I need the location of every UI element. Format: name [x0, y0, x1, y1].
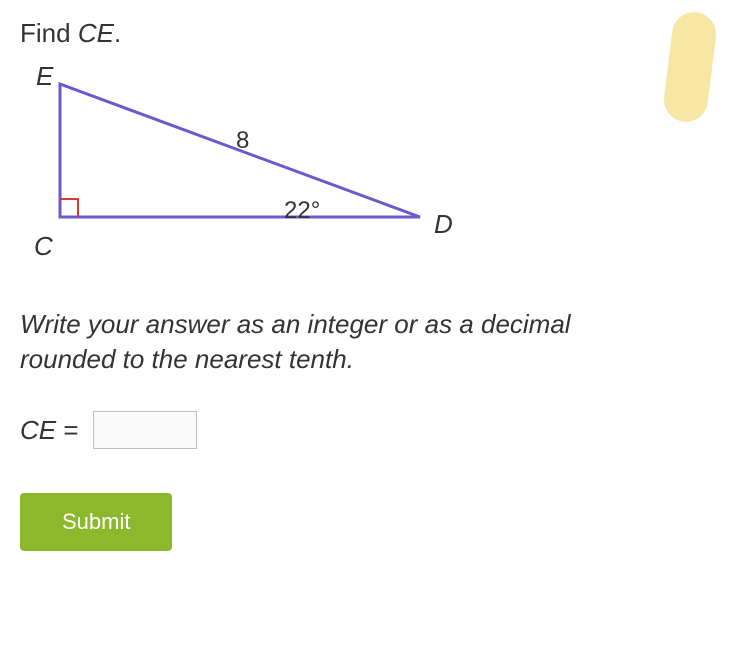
prompt-suffix: .: [114, 18, 121, 48]
vertex-label-d: D: [434, 209, 453, 240]
answer-row: CE =: [20, 411, 730, 449]
submit-button[interactable]: Submit: [20, 493, 172, 551]
answer-equals: =: [56, 415, 78, 445]
vertex-label-c: C: [34, 231, 53, 262]
hypotenuse-length-label: 8: [236, 127, 249, 155]
triangle-diagram: E C D 8 22°: [20, 69, 520, 279]
angle-label: 22°: [284, 197, 320, 225]
triangle-svg: [20, 69, 520, 279]
right-angle-icon: [60, 199, 78, 217]
question-prompt: Find CE.: [20, 18, 730, 49]
answer-variable: CE: [20, 415, 56, 445]
prompt-target: CE: [78, 18, 114, 48]
prompt-prefix: Find: [20, 18, 78, 48]
vertex-label-e: E: [36, 61, 53, 92]
instruction-text: Write your answer as an integer or as a …: [20, 307, 640, 377]
answer-expression: CE =: [20, 415, 79, 446]
answer-input[interactable]: [93, 411, 197, 449]
